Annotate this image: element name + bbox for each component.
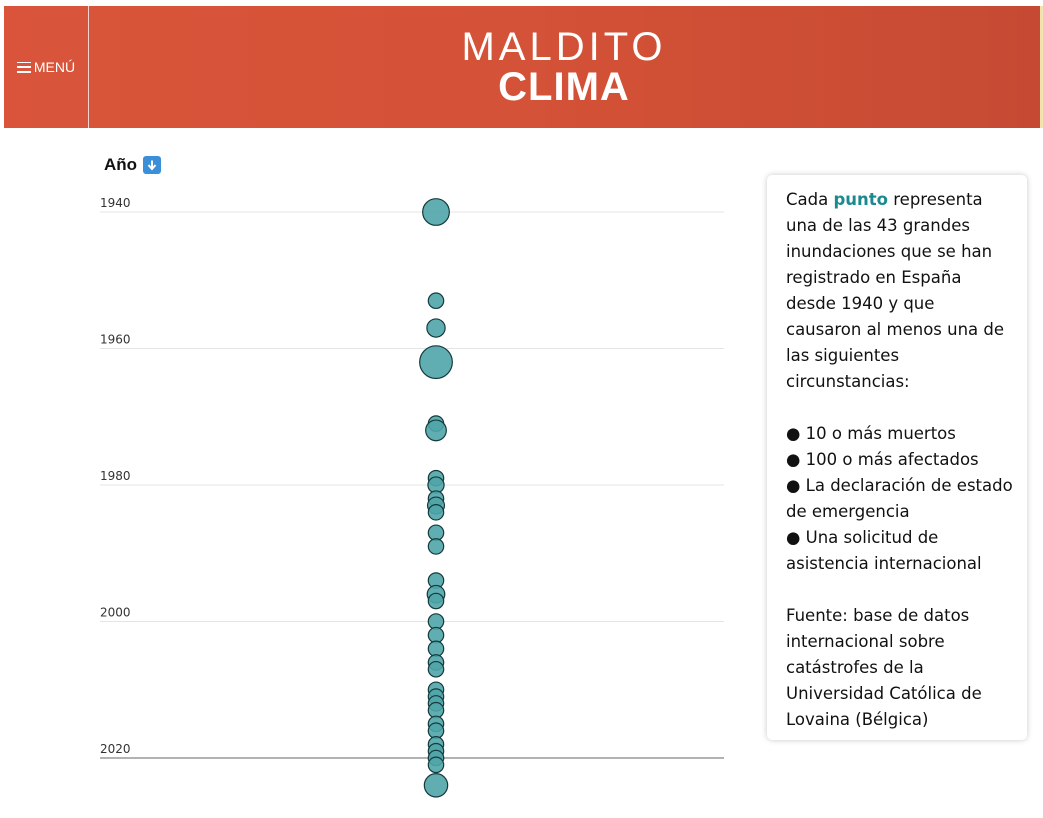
flood-point[interactable] (427, 503, 445, 521)
site-header: MENÚ MALDITO CLIMA (4, 6, 1040, 128)
info-panel: Cada punto representa una de las 43 gran… (767, 175, 1027, 740)
info-bullet: ● Una solicitud de asistencia internacio… (786, 528, 982, 573)
y-axis-title: Año (104, 154, 162, 176)
flood-point[interactable] (419, 345, 453, 380)
info-source: Fuente: base de datos internacional sobr… (786, 606, 982, 729)
y-tick-label: 2020 (100, 742, 131, 756)
flood-point[interactable] (427, 292, 445, 310)
logo-line-2: CLIMA (498, 65, 630, 109)
info-bullet: ● 100 o más afectados (786, 450, 979, 469)
menu-button[interactable]: MENÚ (4, 6, 89, 128)
info-highlight-punto: punto (833, 190, 888, 209)
info-bullet: ● 10 o más muertos (786, 424, 956, 443)
flood-beeswarm-chart: 1940 1960 1980 2000 2020 (100, 196, 724, 798)
flood-point[interactable] (427, 538, 445, 555)
y-tick-label: 1940 (100, 196, 131, 210)
y-tick-label: 2000 (100, 606, 131, 620)
hamburger-icon (16, 61, 31, 73)
y-tick-label: 1980 (100, 469, 131, 483)
info-text-rest: representa una de las 43 grandes inundac… (786, 190, 1005, 391)
flood-point[interactable] (425, 419, 447, 442)
y-axis-label: Año (104, 155, 138, 174)
flood-point[interactable] (427, 592, 445, 610)
info-description: Cada punto representa una de las 43 gran… (786, 187, 1013, 395)
flood-point[interactable] (427, 660, 445, 678)
flood-point[interactable] (427, 756, 445, 774)
flood-point[interactable] (422, 198, 450, 226)
y-tick-label: 1960 (100, 333, 131, 347)
site-logo[interactable]: MALDITO CLIMA (88, 6, 1040, 128)
logo-line-1: MALDITO (461, 25, 667, 69)
info-text-start: Cada (786, 190, 834, 209)
flood-point[interactable] (426, 318, 446, 338)
info-bullet: ● La declaración de estado de emergencia (786, 476, 1013, 521)
flood-point[interactable] (423, 773, 449, 798)
arrow-down-icon (143, 156, 162, 174)
header-edge-strip (1040, 6, 1043, 128)
menu-label: MENÚ (33, 59, 76, 75)
